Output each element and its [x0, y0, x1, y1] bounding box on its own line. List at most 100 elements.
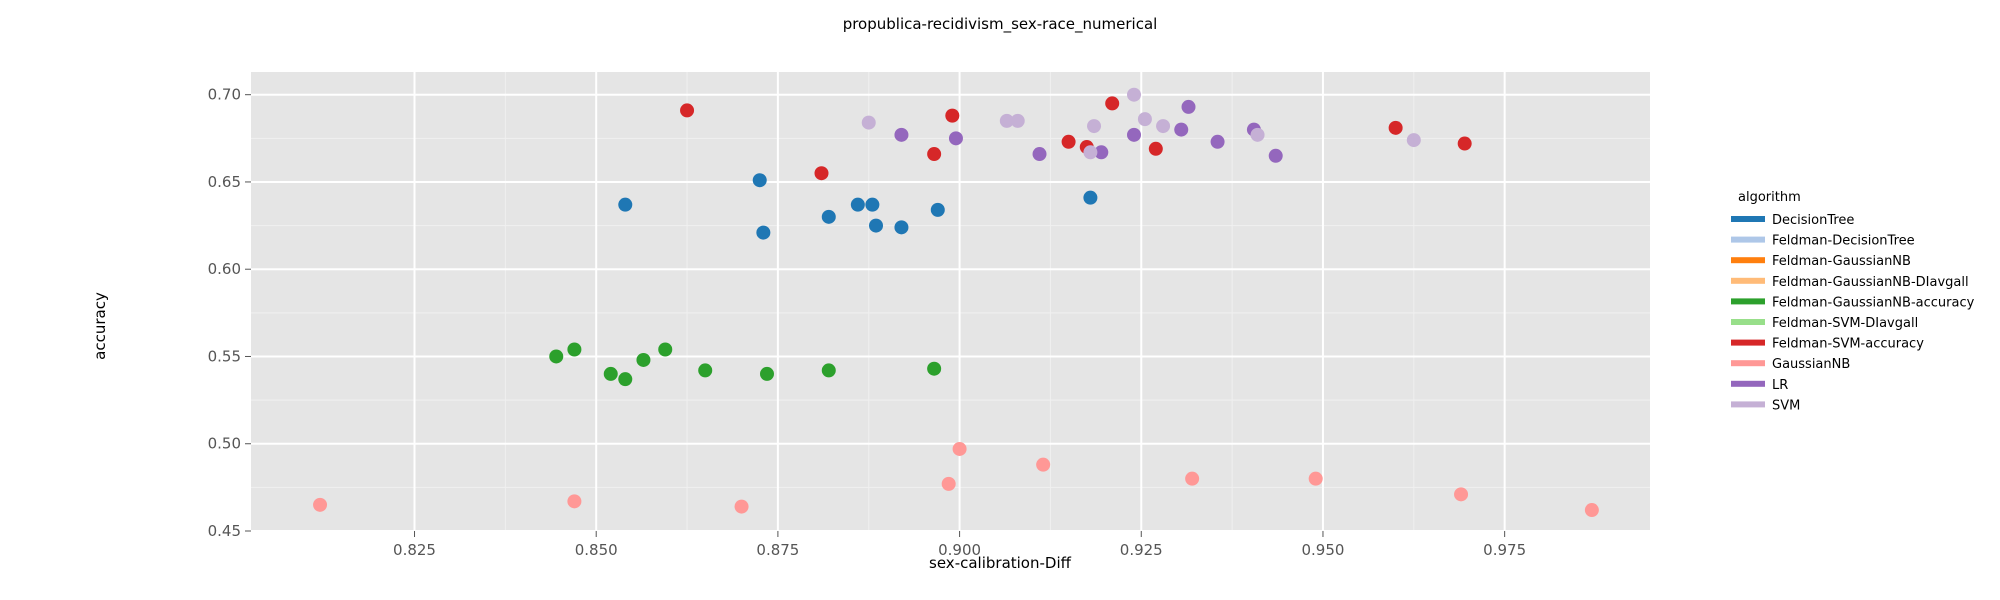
legend-swatch — [1731, 380, 1765, 387]
x-tick-label: 0.950 — [1301, 541, 1344, 559]
point-gaussiannb — [1036, 457, 1051, 472]
y-tick-label: 0.70 — [208, 86, 241, 104]
point-svm — [1406, 133, 1421, 148]
y-tick-label: 0.50 — [208, 435, 241, 453]
point-svm — [1250, 127, 1265, 142]
point-lr — [948, 131, 963, 146]
legend-swatch — [1731, 360, 1765, 367]
point-lr — [1032, 147, 1047, 162]
legend-label: Feldman-GaussianNB — [1772, 254, 1911, 269]
legend-label: Feldman-SVM-DIavgall — [1772, 316, 1918, 331]
legend-label: Feldman-SVM-accuracy — [1772, 337, 1924, 352]
point-feldman-gaussiannb-accuracy — [927, 361, 942, 376]
legend-swatch — [1731, 216, 1765, 222]
legend-label: SVM — [1772, 398, 1800, 413]
legend-swatch — [1731, 277, 1765, 284]
x-tick-label: 0.875 — [756, 541, 799, 559]
point-feldman-gaussiannb-accuracy — [821, 363, 836, 378]
point-feldman-gaussiannb-accuracy — [549, 349, 564, 364]
legend-label: Feldman-GaussianNB-accuracy — [1772, 295, 1975, 310]
point-feldman-gaussiannb-accuracy — [567, 342, 582, 357]
point-lr — [1174, 122, 1189, 137]
legend-swatch — [1731, 319, 1765, 325]
point-gaussiannb — [941, 476, 956, 491]
x-tick-label: 0.825 — [393, 541, 436, 559]
point-lr — [1181, 99, 1196, 114]
y-tick-label: 0.60 — [208, 260, 241, 278]
x-axis-title: sex-calibration-Diff — [929, 554, 1072, 572]
data-points — [313, 87, 1599, 518]
point-decisiontree — [865, 197, 880, 212]
point-decisiontree — [821, 209, 836, 224]
point-lr — [894, 127, 909, 142]
point-decisiontree — [752, 173, 767, 188]
point-lr — [1094, 145, 1109, 160]
point-gaussiannb — [1454, 487, 1469, 502]
point-svm — [1010, 113, 1025, 128]
legend-swatch — [1731, 298, 1765, 305]
point-svm — [999, 113, 1014, 128]
point-lr — [1127, 127, 1142, 142]
point-svm — [1087, 119, 1102, 134]
major-gridlines — [251, 72, 1650, 532]
point-feldman-svm-accuracy — [1105, 96, 1120, 111]
point-gaussiannb — [1185, 471, 1200, 486]
point-gaussiannb — [1308, 471, 1323, 486]
point-decisiontree — [930, 202, 945, 217]
point-feldman-svm-accuracy — [927, 147, 942, 162]
legend-label: Feldman-GaussianNB-DIavgall — [1772, 275, 1969, 290]
point-feldman-svm-accuracy — [945, 108, 960, 123]
plot-panel — [251, 72, 1650, 531]
legend-label: LR — [1772, 378, 1788, 393]
point-lr — [1268, 148, 1283, 163]
point-svm — [1156, 119, 1171, 134]
legend: algorithm DecisionTree Feldman-DecisionTr… — [1731, 190, 1975, 413]
y-tick-label: 0.55 — [208, 347, 241, 365]
point-svm — [1127, 87, 1142, 102]
point-decisiontree — [850, 197, 865, 212]
point-gaussiannb — [1584, 503, 1599, 518]
point-feldman-gaussiannb-accuracy — [658, 342, 673, 357]
point-feldman-svm-accuracy — [1457, 136, 1472, 151]
axis-ticks: 0.825 0.850 0.875 0.900 0.925 0.950 0.975 0.45 0… — [208, 86, 1527, 559]
point-feldman-svm-accuracy — [1148, 141, 1163, 156]
x-tick-label: 0.975 — [1483, 541, 1526, 559]
point-feldman-svm-accuracy — [1388, 120, 1403, 135]
legend-swatch — [1731, 236, 1765, 243]
point-feldman-gaussiannb-accuracy — [618, 372, 633, 387]
point-feldman-svm-accuracy — [1061, 134, 1076, 149]
point-svm — [861, 115, 876, 130]
point-feldman-gaussiannb-accuracy — [698, 363, 713, 378]
point-lr — [1210, 134, 1225, 149]
legend-label: GaussianNB — [1772, 357, 1850, 372]
x-tick-label: 0.900 — [938, 541, 981, 559]
legend-swatch — [1731, 257, 1765, 264]
point-decisiontree — [1083, 190, 1098, 205]
point-feldman-svm-accuracy — [814, 166, 829, 181]
point-gaussiannb — [567, 494, 582, 509]
point-decisiontree — [894, 220, 909, 235]
y-tick-label: 0.65 — [208, 173, 241, 191]
y-tick-label: 0.45 — [208, 522, 241, 540]
point-feldman-svm-accuracy — [680, 103, 695, 118]
point-svm — [1137, 112, 1152, 127]
point-gaussiannb — [313, 497, 328, 512]
x-tick-label: 0.850 — [575, 541, 618, 559]
point-feldman-gaussiannb-accuracy — [759, 366, 774, 381]
x-tick-label: 0.925 — [1120, 541, 1163, 559]
point-decisiontree — [618, 197, 633, 212]
legend-title: algorithm — [1738, 190, 1801, 205]
legend-label: Feldman-DecisionTree — [1772, 234, 1915, 249]
legend-swatch — [1731, 401, 1765, 408]
point-decisiontree — [869, 218, 884, 233]
legend-label: DecisionTree — [1772, 213, 1854, 228]
legend-swatch — [1731, 339, 1765, 346]
point-gaussiannb — [952, 441, 967, 456]
point-feldman-gaussiannb-accuracy — [636, 352, 651, 367]
point-gaussiannb — [734, 499, 749, 514]
point-decisiontree — [756, 225, 771, 240]
point-feldman-gaussiannb-accuracy — [603, 366, 618, 381]
point-svm — [1083, 145, 1098, 160]
y-axis-title: accuracy — [91, 292, 109, 360]
